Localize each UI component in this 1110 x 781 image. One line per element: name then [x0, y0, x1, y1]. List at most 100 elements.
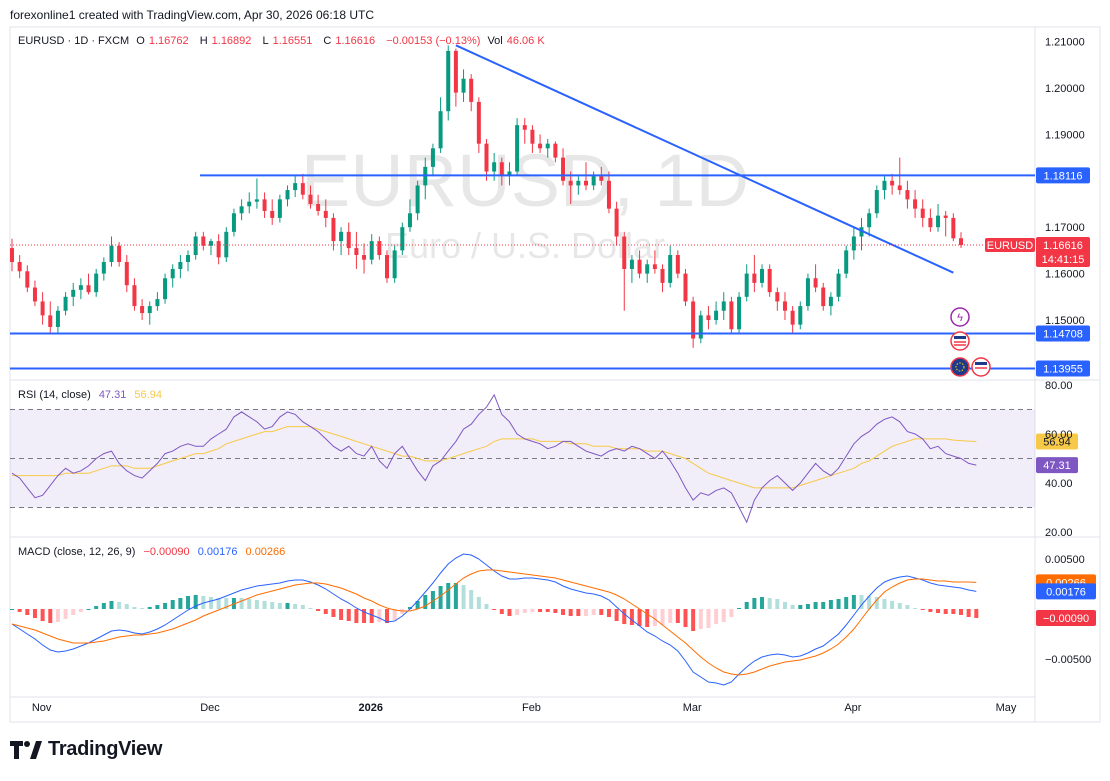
candle[interactable] [308, 185, 313, 209]
candle[interactable] [186, 250, 191, 272]
candle[interactable] [943, 210, 948, 237]
candle[interactable] [392, 245, 397, 283]
candle[interactable] [568, 171, 573, 204]
candle[interactable] [453, 48, 458, 107]
candle[interactable] [874, 185, 879, 218]
candle[interactable] [55, 306, 60, 334]
candle[interactable] [782, 292, 787, 320]
candle[interactable] [369, 234, 374, 265]
price-pane[interactable]: 1.18116 1.14708 1.13955 EURUSD 1.16616 14:41:… [10, 44, 1090, 377]
candle[interactable] [622, 231, 627, 311]
candle[interactable] [101, 257, 106, 281]
eu-flag-event-icon[interactable] [950, 357, 970, 377]
candle[interactable] [836, 268, 841, 302]
candle[interactable] [346, 222, 351, 256]
candle[interactable] [844, 245, 849, 279]
candle[interactable] [78, 278, 83, 300]
rsi-line[interactable] [11, 393, 977, 524]
candle[interactable] [936, 204, 941, 232]
candle[interactable] [744, 264, 749, 302]
candle[interactable] [752, 255, 757, 293]
candle[interactable] [385, 250, 390, 283]
candle[interactable] [913, 190, 918, 218]
trend-line[interactable] [455, 44, 954, 274]
candle[interactable] [25, 265, 30, 293]
candle[interactable] [798, 301, 803, 330]
candle[interactable] [377, 236, 382, 260]
candle[interactable] [737, 292, 742, 334]
macd-legend[interactable]: MACD (close, 12, 26, 9) −0.00090 0.00176… [18, 546, 285, 558]
candle[interactable] [698, 310, 703, 344]
candle[interactable] [446, 45, 451, 121]
candle[interactable] [476, 97, 481, 153]
candle[interactable] [951, 213, 956, 242]
candle[interactable] [208, 238, 213, 256]
candle[interactable] [316, 194, 321, 216]
candle[interactable] [469, 74, 474, 112]
candle[interactable] [155, 292, 160, 311]
candle[interactable] [331, 213, 336, 251]
candle[interactable] [545, 139, 550, 158]
candle[interactable] [323, 199, 328, 228]
candle[interactable] [147, 301, 152, 325]
us-flag-event-icon[interactable] [971, 357, 991, 377]
macd-line[interactable] [11, 553, 977, 686]
candle[interactable] [652, 250, 657, 274]
candle[interactable] [721, 292, 726, 320]
candle[interactable] [691, 296, 696, 348]
candle[interactable] [606, 171, 611, 214]
candle[interactable] [905, 180, 910, 209]
candle[interactable] [859, 217, 864, 251]
candle[interactable] [553, 141, 558, 163]
candle[interactable] [362, 243, 367, 274]
candle[interactable] [40, 292, 45, 325]
candle[interactable] [117, 242, 122, 267]
candle[interactable] [430, 143, 435, 177]
candle[interactable] [882, 176, 887, 200]
candle[interactable] [813, 264, 818, 293]
candle[interactable] [805, 273, 810, 311]
candle[interactable] [576, 176, 581, 195]
candle[interactable] [300, 173, 305, 200]
symbol-legend[interactable]: EURUSD · 1D · FXCM O 1.16762 H 1.16892 L 1.… [18, 35, 553, 47]
candle[interactable] [851, 227, 856, 260]
candle[interactable] [293, 176, 298, 198]
candle[interactable] [484, 139, 489, 181]
candle[interactable] [706, 306, 711, 330]
candle[interactable] [247, 192, 252, 214]
candle[interactable] [339, 227, 344, 256]
rsi-pane[interactable]: 56.94 47.31 [10, 393, 1078, 524]
tradingview-logo[interactable]: TradingView [10, 738, 162, 761]
candle[interactable] [775, 287, 780, 311]
rsi-ma-line[interactable] [12, 426, 977, 489]
candle[interactable] [920, 199, 925, 228]
candle[interactable] [354, 231, 359, 269]
candle[interactable] [668, 245, 673, 288]
candle[interactable] [163, 273, 168, 304]
candle[interactable] [790, 306, 795, 334]
candle[interactable] [400, 222, 405, 256]
macd-pane[interactable]: 0.002660.00176−0.00090 [10, 553, 1096, 686]
lightning-event-icon[interactable] [950, 307, 970, 327]
candle[interactable] [645, 259, 650, 283]
event-icons[interactable]: ϟ [950, 307, 991, 377]
candle[interactable] [538, 134, 543, 153]
signal-line[interactable] [11, 569, 977, 676]
candle[interactable] [415, 180, 420, 221]
candle[interactable] [522, 118, 527, 144]
rsi-title[interactable]: RSI (14, close) [18, 389, 91, 401]
candle[interactable] [262, 192, 267, 218]
candle[interactable] [821, 282, 826, 311]
candle[interactable] [178, 255, 183, 279]
candle[interactable] [660, 264, 665, 293]
us-flag-event-icon[interactable] [950, 331, 970, 351]
candle[interactable] [254, 178, 259, 209]
candle[interactable] [231, 208, 236, 237]
candle[interactable] [48, 301, 53, 334]
candle[interactable] [71, 282, 76, 307]
candle[interactable] [767, 264, 772, 297]
candle[interactable] [277, 194, 282, 223]
candle[interactable] [729, 296, 734, 334]
candle[interactable] [438, 97, 443, 153]
